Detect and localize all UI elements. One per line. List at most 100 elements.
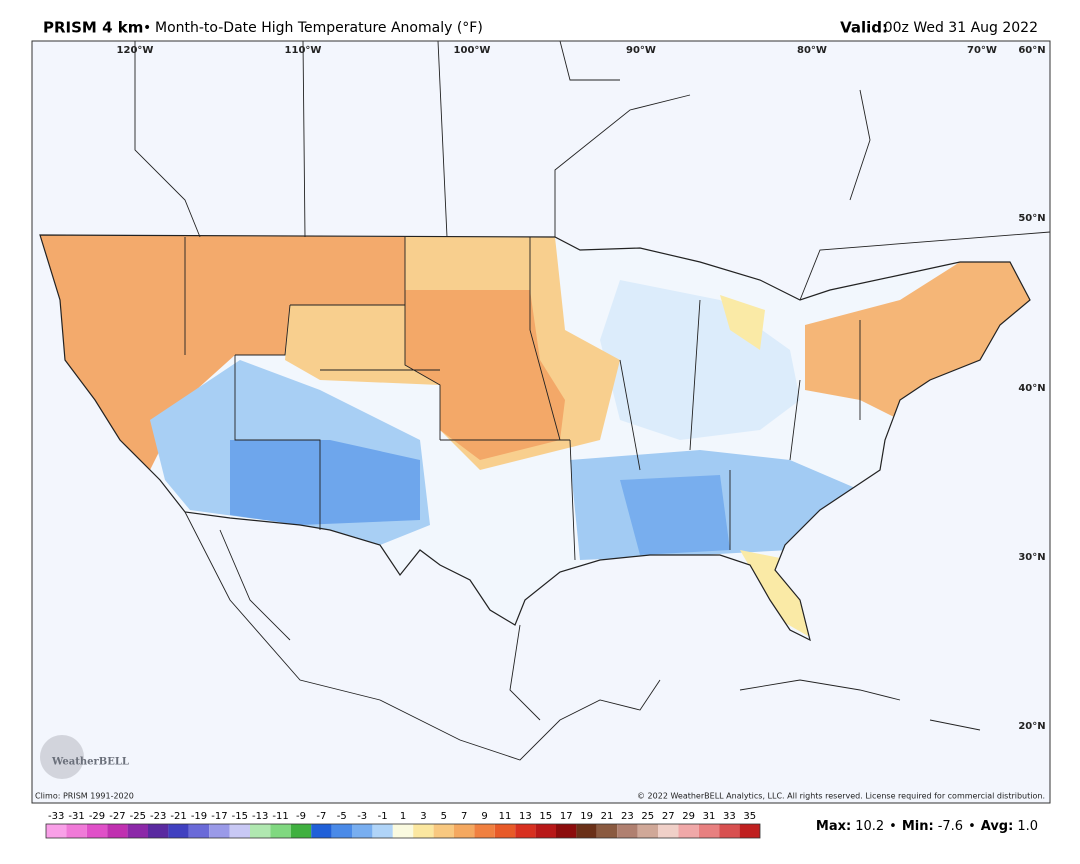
climo: Climo: PRISM 1991-2020 bbox=[35, 792, 134, 801]
logo: WeatherBELL bbox=[51, 757, 129, 768]
colorbar-label: -11 bbox=[272, 811, 288, 822]
colorbar-swatch bbox=[637, 824, 658, 838]
lon-label: 90°W bbox=[626, 45, 656, 56]
colorbar-swatch bbox=[678, 824, 699, 838]
lon-label: 100°W bbox=[454, 45, 491, 56]
colorbar-swatch bbox=[515, 824, 536, 838]
lat-label: 30°N bbox=[1018, 552, 1045, 563]
caribbean bbox=[739, 679, 981, 731]
lat-label: 40°N bbox=[1018, 383, 1045, 394]
colorbar-swatch bbox=[719, 824, 740, 838]
colorbar-swatch bbox=[494, 824, 516, 838]
colorbar-label: -15 bbox=[232, 811, 248, 822]
stat-value: -7.6 bbox=[938, 819, 963, 834]
colorbar-swatch bbox=[229, 824, 250, 838]
logo-swirl bbox=[40, 735, 84, 779]
lat-label: 50°N bbox=[1018, 213, 1045, 224]
colorbar-label: 9 bbox=[481, 811, 487, 822]
colorbar-swatch bbox=[290, 824, 312, 838]
colorbar-label: 15 bbox=[539, 811, 552, 822]
colorbar-label: -19 bbox=[191, 811, 207, 822]
colorbar-label: 3 bbox=[420, 811, 426, 822]
lat-label: 20°N bbox=[1018, 721, 1045, 732]
field-plains-warm bbox=[405, 290, 565, 460]
colorbar-swatch bbox=[127, 824, 148, 838]
field-northeast bbox=[805, 262, 1030, 420]
colorbar-label: -17 bbox=[211, 811, 227, 822]
colorbar-swatch bbox=[311, 824, 332, 838]
colorbar-label: 7 bbox=[461, 811, 467, 822]
colorbar-swatch bbox=[270, 824, 291, 838]
field-light-blue bbox=[600, 280, 800, 440]
graticule-labels: 120°W 110°W 100°W 90°W 80°W 70°W 60°N 50… bbox=[117, 45, 1046, 732]
stat-label: Avg: bbox=[981, 819, 1014, 834]
colorbar-label: -7 bbox=[316, 811, 326, 822]
colorbar-swatch bbox=[617, 824, 638, 838]
title: Month-to-Date High Temperature Anomaly (… bbox=[155, 20, 483, 36]
field-michigan bbox=[720, 295, 765, 350]
colorbar-swatch bbox=[658, 824, 679, 838]
state-lines bbox=[184, 237, 861, 561]
colorbar-label: 23 bbox=[621, 811, 634, 822]
lon-label: 110°W bbox=[285, 45, 322, 56]
lat-label: 60°N bbox=[1018, 45, 1045, 56]
colorbar-label: 19 bbox=[580, 811, 593, 822]
colorbar-swatch bbox=[331, 824, 352, 838]
field-northwest bbox=[40, 235, 405, 470]
colorbar-swatch bbox=[352, 824, 373, 838]
colorbar-swatch bbox=[168, 824, 189, 838]
colorbar-label: -29 bbox=[89, 811, 105, 822]
product: PRISM 4 km bbox=[43, 19, 143, 37]
colorbar: -33 -31 -29 -27 -25 -23 -21 -19 -17 -15 -13 -11 -9 -7… bbox=[45, 811, 761, 839]
colorbar-swatch bbox=[209, 824, 230, 838]
colorbar-swatch bbox=[535, 824, 556, 838]
field-southwest-cool bbox=[230, 440, 420, 525]
colorbar-swatch bbox=[739, 824, 760, 838]
colorbar-label: 17 bbox=[560, 811, 573, 822]
colorbar-swatch bbox=[250, 824, 271, 838]
colorbar-label: 5 bbox=[441, 811, 447, 822]
colorbar-label: 11 bbox=[499, 811, 512, 822]
valid-label: Valid: bbox=[840, 19, 888, 37]
colorbar-swatch bbox=[556, 824, 577, 838]
stat-label: Min: bbox=[902, 819, 934, 834]
stats-line: Max: 10.2 • Min: -7.6 • Avg: 1.0 bbox=[816, 819, 1038, 834]
colorbar-label: 35 bbox=[743, 811, 756, 822]
lon-label: 70°W bbox=[967, 45, 997, 56]
colorbar-label: -33 bbox=[48, 811, 64, 822]
colorbar-label: 29 bbox=[682, 811, 695, 822]
colorbar-label: -3 bbox=[357, 811, 367, 822]
colorbar-swatch bbox=[372, 824, 393, 838]
colorbar-label: 33 bbox=[723, 811, 736, 822]
separator: • bbox=[143, 20, 151, 36]
colorbar-label: 25 bbox=[641, 811, 654, 822]
field-southeast-cool bbox=[620, 475, 730, 555]
colorbar-label: -21 bbox=[170, 811, 186, 822]
lon-label: 120°W bbox=[117, 45, 154, 56]
colorbar-swatch bbox=[576, 824, 597, 838]
stat-separator: • bbox=[968, 819, 976, 834]
stat-value: 1.0 bbox=[1017, 819, 1038, 834]
colorbar-swatch bbox=[413, 824, 434, 838]
map-frame bbox=[31, 40, 1051, 804]
colorbar-swatch bbox=[433, 824, 454, 838]
colorbar-label: -1 bbox=[378, 811, 388, 822]
colorbar-swatch bbox=[454, 824, 475, 838]
copyright: © 2022 WeatherBELL Analytics, LLC. All r… bbox=[637, 792, 1045, 801]
colorbar-label: -9 bbox=[296, 811, 306, 822]
colorbar-frame bbox=[45, 823, 761, 839]
valid-time: 00z Wed 31 Aug 2022 bbox=[884, 20, 1038, 36]
boundaries bbox=[39, 40, 1051, 761]
stat-value: 10.2 bbox=[855, 819, 884, 834]
colorbar-label: -25 bbox=[130, 811, 146, 822]
mexico-lines bbox=[184, 511, 661, 761]
colorbar-label: -27 bbox=[109, 811, 125, 822]
stat-separator: • bbox=[889, 819, 897, 834]
stat-label: Max: bbox=[816, 819, 851, 834]
colorbar-swatch bbox=[596, 824, 618, 838]
colorbar-swatch bbox=[148, 824, 169, 838]
colorbar-swatch bbox=[86, 824, 108, 838]
colorbar-swatch bbox=[107, 824, 128, 838]
colorbar-swatch bbox=[392, 824, 414, 838]
